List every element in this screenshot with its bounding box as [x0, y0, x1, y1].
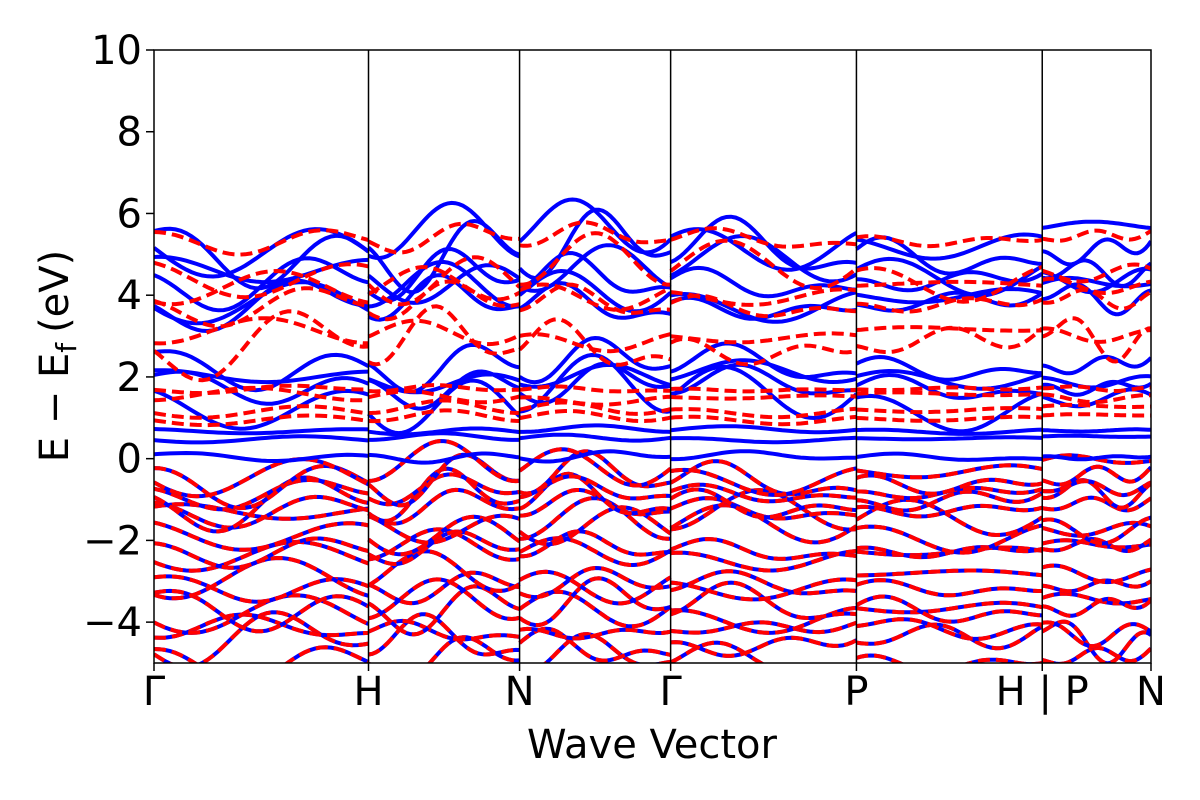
band-spin-down — [154, 565, 1151, 606]
band-spin-down — [154, 577, 1151, 635]
band-spin-up — [154, 234, 1151, 305]
band-spin-down — [154, 304, 1151, 383]
y-tick-label: 10 — [91, 28, 142, 74]
y-axis-ticks: −4 −2 0 2 4 6 8 10 — [83, 28, 154, 646]
y-axis-label-sub: f — [50, 342, 83, 353]
band-spin-down — [154, 496, 1151, 557]
band-spin-up — [154, 423, 1151, 437]
y-tick-label: 6 — [117, 191, 142, 237]
y-tick-label: 4 — [117, 273, 142, 319]
band-spin-down — [154, 576, 1151, 637]
band-spin-down — [154, 472, 1151, 512]
band-spin-down — [154, 383, 1151, 396]
band-spin-up — [154, 197, 1151, 279]
kpoint-separators — [367, 50, 1043, 663]
band-spin-down — [154, 385, 1151, 407]
plot-frame — [153, 49, 1152, 664]
band-spin-down — [154, 529, 1151, 570]
x-tick-label: H — [353, 669, 383, 715]
x-tick-label: H | P — [996, 669, 1089, 715]
x-axis-label: Wave Vector — [527, 722, 778, 768]
x-tick-label: N — [505, 669, 535, 715]
x-tick-label: Γ — [659, 669, 682, 715]
band-spin-down — [154, 279, 1151, 329]
y-tick-label: 2 — [117, 355, 142, 401]
y-axis-label: E − Ef (eV) — [32, 250, 83, 463]
band-spin-down — [154, 438, 1151, 499]
y-tick-label: −2 — [83, 518, 142, 564]
band-spin-down — [154, 316, 1151, 354]
band-spin-down — [154, 231, 1151, 307]
band-spin-down — [154, 408, 1151, 428]
x-axis-ticks: Γ H N Γ P H | P N — [143, 663, 1166, 715]
band-spin-down — [154, 610, 1151, 663]
y-tick-label: 0 — [117, 437, 142, 483]
y-tick-label: 8 — [117, 110, 142, 156]
band-spin-down — [154, 612, 1151, 649]
band-spin-up — [154, 438, 1151, 499]
band-spin-down — [154, 632, 1151, 663]
x-tick-label: Γ — [143, 669, 166, 715]
band-spin-down — [154, 220, 1151, 257]
y-axis-label-main: E − E — [32, 353, 78, 463]
band-spin-up — [154, 431, 1151, 445]
x-tick-label: P — [844, 669, 868, 715]
band-spin-down — [154, 398, 1151, 420]
y-axis-label-unit: (eV) — [32, 250, 78, 333]
band-spin-up — [154, 449, 1151, 465]
plot-area — [154, 197, 1151, 663]
y-tick-label: −4 — [83, 600, 142, 646]
x-tick-label: N — [1136, 669, 1166, 715]
